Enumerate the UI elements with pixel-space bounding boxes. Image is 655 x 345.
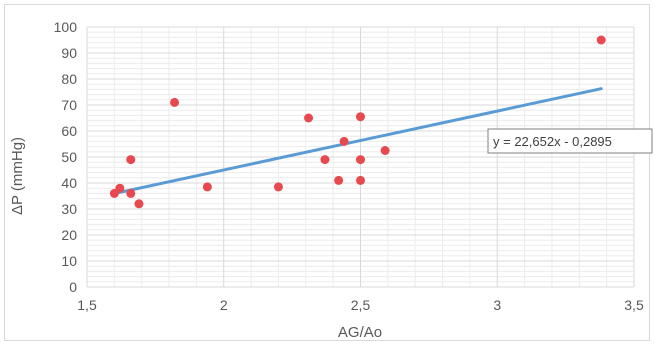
- y-axis-title: ΔP (mmHg): [9, 137, 26, 215]
- data-point: [304, 113, 314, 123]
- trendline-group: [112, 87, 603, 196]
- y-tick-label: 30: [61, 201, 77, 217]
- y-tick-label: 20: [61, 227, 77, 243]
- data-point: [320, 155, 330, 165]
- data-point: [115, 183, 125, 193]
- data-point: [334, 175, 344, 185]
- trendline-equation: y = 22,652x - 0,2895: [493, 134, 612, 149]
- y-tick-label: 80: [61, 71, 77, 87]
- trendline: [112, 87, 603, 196]
- y-tick-label: 90: [61, 45, 77, 61]
- x-tick-label: 1,5: [77, 297, 97, 313]
- y-tick-label: 40: [61, 175, 77, 191]
- data-point: [356, 155, 365, 165]
- data-point: [134, 199, 144, 209]
- y-tick-label: 100: [54, 19, 78, 35]
- x-axis-title: AG/Ao: [338, 324, 382, 341]
- y-tick-label: 10: [61, 253, 77, 269]
- data-point: [380, 146, 390, 155]
- grid-lines: [86, 26, 635, 288]
- data-point: [273, 182, 283, 192]
- data-point: [356, 112, 365, 122]
- data-point: [356, 175, 365, 185]
- y-tick-label: 50: [61, 149, 77, 165]
- trendline-equation-box: y = 22,652x - 0,2895: [487, 128, 653, 154]
- data-points: [109, 35, 606, 209]
- x-tick-label: 2,5: [351, 297, 371, 313]
- data-point: [596, 35, 606, 45]
- data-point: [126, 155, 136, 165]
- x-tick-label: 3,5: [624, 297, 644, 313]
- x-tick-label: 2: [220, 297, 228, 313]
- data-point: [170, 97, 180, 107]
- data-point: [126, 188, 136, 198]
- y-tick-label: 0: [69, 279, 77, 295]
- y-tick-label: 60: [61, 123, 77, 139]
- data-point: [202, 182, 212, 192]
- x-tick-label: 3: [493, 297, 501, 313]
- y-tick-label: 70: [61, 97, 77, 113]
- data-point: [339, 136, 349, 146]
- tick-labels: 0 10 20 30 40 50 60 70 80 90 100 1,5 2 2,5 3 3,5: [54, 19, 644, 313]
